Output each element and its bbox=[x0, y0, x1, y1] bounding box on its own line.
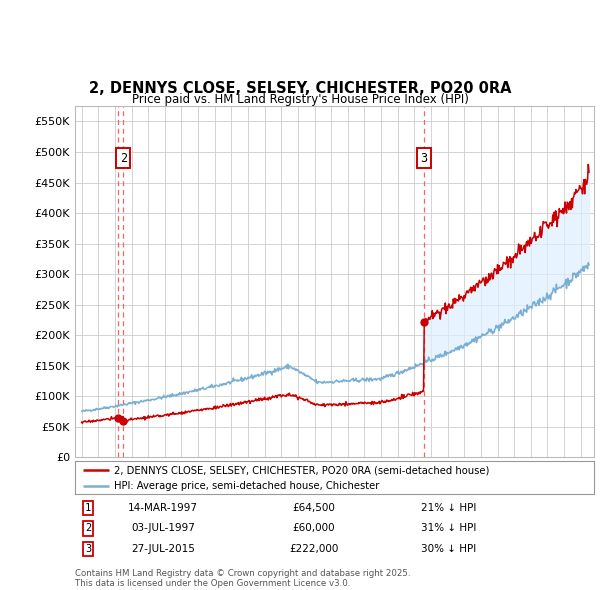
Text: 14-MAR-1997: 14-MAR-1997 bbox=[128, 503, 198, 513]
Text: 03-JUL-1997: 03-JUL-1997 bbox=[131, 523, 195, 533]
Text: £222,000: £222,000 bbox=[289, 544, 338, 554]
Text: 2, DENNYS CLOSE, SELSEY, CHICHESTER, PO20 0RA (semi-detached house): 2, DENNYS CLOSE, SELSEY, CHICHESTER, PO2… bbox=[114, 466, 490, 476]
Text: 1: 1 bbox=[85, 503, 91, 513]
Text: 2: 2 bbox=[119, 152, 127, 165]
Text: 27-JUL-2015: 27-JUL-2015 bbox=[131, 544, 195, 554]
Text: HPI: Average price, semi-detached house, Chichester: HPI: Average price, semi-detached house,… bbox=[114, 481, 379, 491]
Text: 2, DENNYS CLOSE, SELSEY, CHICHESTER, PO20 0RA: 2, DENNYS CLOSE, SELSEY, CHICHESTER, PO2… bbox=[89, 81, 511, 96]
Text: 31% ↓ HPI: 31% ↓ HPI bbox=[421, 523, 476, 533]
Text: 3: 3 bbox=[85, 544, 91, 554]
Text: 2: 2 bbox=[85, 523, 91, 533]
Text: Price paid vs. HM Land Registry's House Price Index (HPI): Price paid vs. HM Land Registry's House … bbox=[131, 93, 469, 106]
Text: £60,000: £60,000 bbox=[292, 523, 335, 533]
Text: 30% ↓ HPI: 30% ↓ HPI bbox=[421, 544, 476, 554]
Text: 3: 3 bbox=[420, 152, 427, 165]
Text: Contains HM Land Registry data © Crown copyright and database right 2025.
This d: Contains HM Land Registry data © Crown c… bbox=[75, 569, 410, 588]
Text: 21% ↓ HPI: 21% ↓ HPI bbox=[421, 503, 476, 513]
Text: £64,500: £64,500 bbox=[292, 503, 335, 513]
